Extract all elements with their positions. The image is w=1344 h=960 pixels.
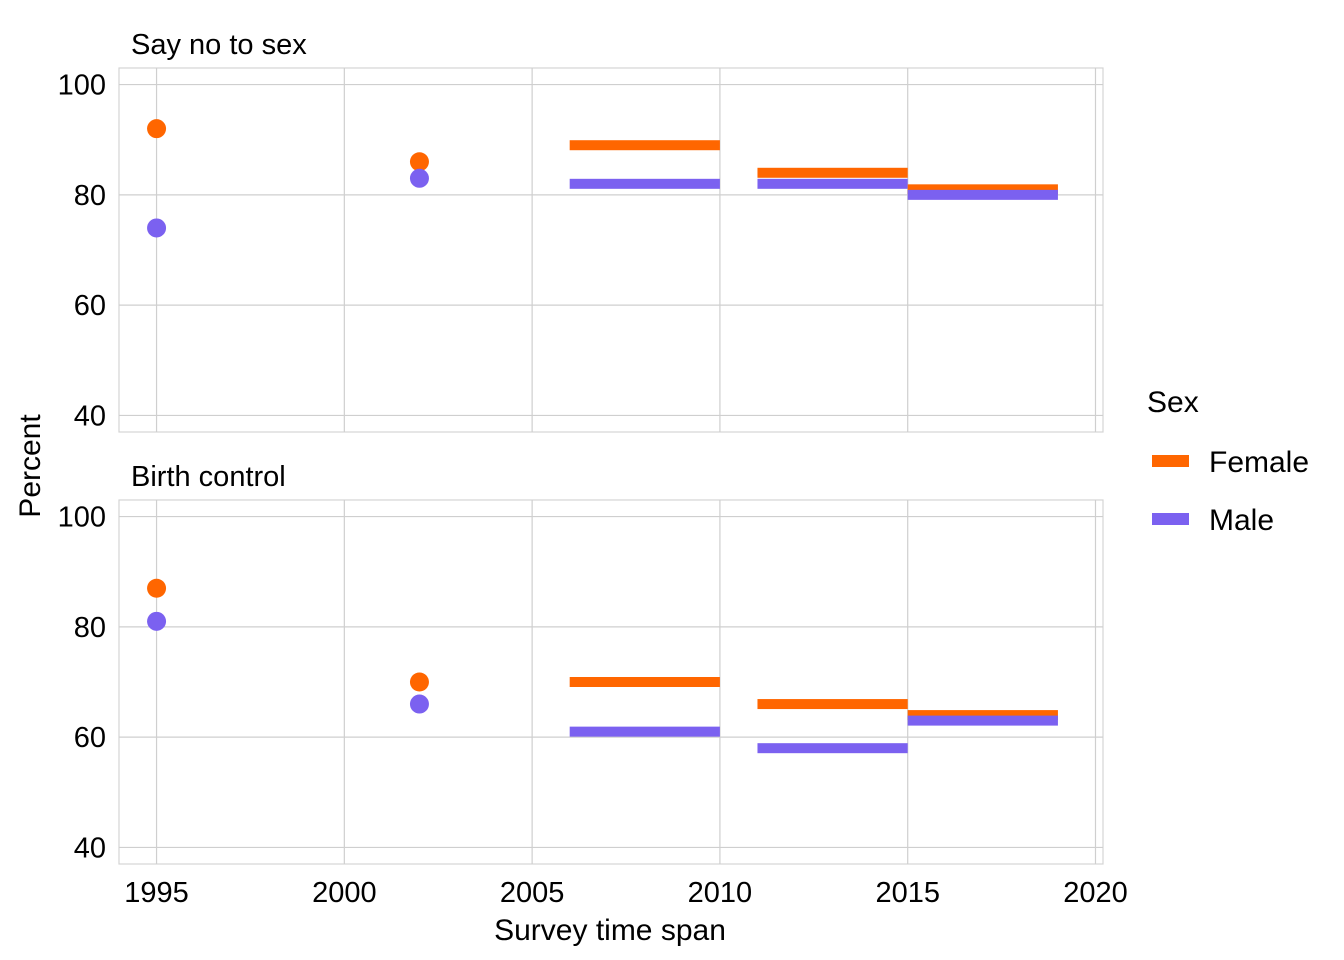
segment-male-2006-2010 bbox=[569, 726, 720, 737]
segment-male-2015-2019 bbox=[907, 189, 1058, 200]
y-tick-label: 60 bbox=[74, 290, 106, 322]
x-tick-label: 2010 bbox=[688, 877, 753, 909]
panel-birth-control: 40 60 80 100 Birth control bbox=[58, 461, 1104, 865]
y-tick-label: 100 bbox=[58, 70, 106, 102]
x-tick-label: 1995 bbox=[124, 877, 189, 909]
legend-swatch bbox=[1152, 513, 1189, 525]
point-male-1995 bbox=[147, 611, 167, 631]
point-male-1995 bbox=[147, 218, 167, 238]
segment-female-2006-2010 bbox=[569, 677, 720, 687]
point-female-2002 bbox=[409, 672, 429, 692]
y-tick-label: 80 bbox=[74, 612, 106, 644]
point-female-1995 bbox=[147, 578, 167, 598]
y-axis-label: Percent bbox=[14, 414, 47, 518]
legend-entry-female: Female bbox=[1152, 446, 1309, 479]
legend-title: Sex bbox=[1147, 386, 1199, 419]
segment-male-2011-2015 bbox=[757, 178, 908, 189]
point-male-2002 bbox=[409, 168, 429, 188]
panel-title: Birth control bbox=[131, 461, 286, 493]
point-male-2002 bbox=[409, 694, 429, 714]
chart-panels: 40 60 80 100 Say no to sex 40 60 80 100 Birth con… bbox=[58, 29, 1128, 909]
legend-label: Male bbox=[1209, 504, 1274, 537]
segment-male-2015-2019 bbox=[907, 715, 1058, 726]
point-female-2002 bbox=[409, 152, 429, 172]
y-tick-label: 100 bbox=[58, 502, 106, 534]
x-tick-label: 2000 bbox=[312, 877, 377, 909]
legend-label: Female bbox=[1209, 446, 1309, 479]
legend-entry-male: Male bbox=[1152, 504, 1274, 537]
x-tick-label: 2005 bbox=[500, 877, 565, 909]
x-tick-label: 2015 bbox=[875, 877, 940, 909]
point-female-1995 bbox=[147, 119, 167, 139]
y-tick-label: 60 bbox=[74, 722, 106, 754]
y-tick-label: 80 bbox=[74, 180, 106, 212]
legend: Sex Female Male bbox=[1147, 386, 1309, 537]
x-tick-label: 2020 bbox=[1063, 877, 1128, 909]
segment-female-2015-2019 bbox=[907, 710, 1058, 721]
x-tick-labels: 1995 2000 2005 2010 2015 2020 bbox=[124, 877, 1127, 909]
segment-female-2011-2015 bbox=[757, 167, 908, 178]
segment-female-2011-2015 bbox=[757, 699, 908, 710]
segment-male-2006-2010 bbox=[569, 178, 720, 189]
segment-female-2006-2010 bbox=[569, 140, 720, 151]
segment-female-2015-2019 bbox=[907, 184, 1058, 195]
x-axis-label: Survey time span bbox=[494, 914, 726, 947]
panel-frame bbox=[118, 67, 1104, 433]
y-tick-label: 40 bbox=[74, 832, 106, 864]
legend-swatch bbox=[1152, 455, 1189, 467]
panel-say-no-to-sex: 40 60 80 100 Say no to sex bbox=[58, 29, 1104, 433]
panel-title: Say no to sex bbox=[131, 29, 307, 61]
segment-male-2011-2015 bbox=[757, 743, 908, 754]
y-tick-label: 40 bbox=[74, 400, 106, 432]
